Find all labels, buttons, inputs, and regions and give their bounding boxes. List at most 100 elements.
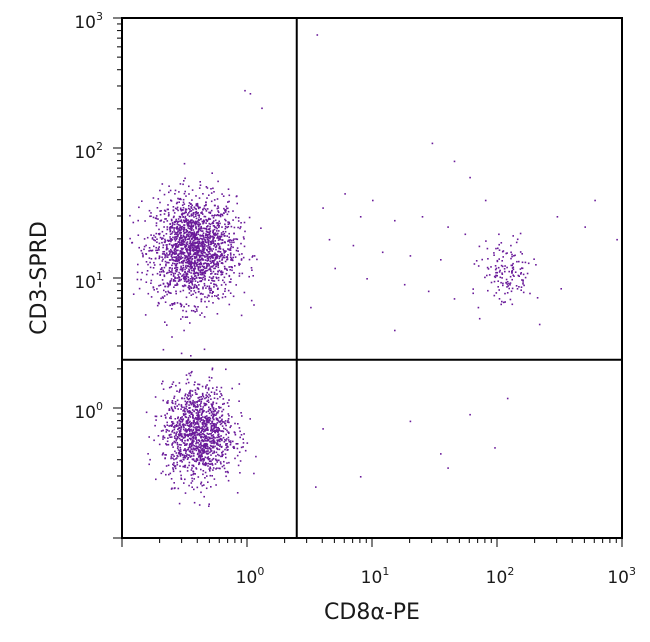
data-point	[172, 442, 174, 444]
data-point	[224, 422, 226, 425]
data-point	[192, 214, 194, 217]
data-point	[154, 236, 157, 238]
data-point	[215, 245, 218, 248]
data-point	[206, 257, 209, 260]
data-point	[148, 247, 151, 249]
data-point	[203, 284, 206, 287]
data-point	[156, 207, 159, 209]
data-point	[201, 422, 204, 425]
data-point	[227, 289, 230, 292]
data-point	[194, 311, 196, 313]
data-point	[141, 200, 143, 202]
data-point	[193, 221, 196, 224]
data-point	[226, 449, 228, 451]
data-point	[172, 272, 175, 275]
data-point	[206, 395, 209, 397]
data-point	[520, 272, 522, 274]
data-point	[202, 276, 205, 279]
data-point	[195, 203, 198, 206]
data-point	[192, 432, 195, 434]
data-point	[202, 458, 204, 460]
data-point	[190, 444, 193, 447]
data-point	[239, 430, 241, 433]
data-point	[205, 420, 208, 422]
data-point	[239, 227, 241, 230]
data-point	[178, 443, 181, 446]
data-point	[203, 484, 205, 486]
data-point	[197, 223, 199, 226]
data-point	[181, 461, 183, 463]
data-point	[190, 233, 193, 236]
data-point	[190, 290, 192, 292]
data-point	[182, 198, 185, 201]
data-point	[229, 256, 232, 258]
data-point	[199, 258, 202, 261]
data-point	[200, 435, 202, 438]
data-point	[235, 284, 237, 286]
data-point	[222, 430, 225, 433]
data-point	[137, 219, 139, 222]
data-point	[189, 402, 192, 404]
data-point	[179, 448, 182, 451]
data-point	[188, 450, 191, 452]
data-point	[202, 240, 205, 243]
data-point	[207, 240, 209, 243]
data-point	[173, 231, 176, 233]
data-point	[223, 281, 226, 284]
data-point	[193, 233, 196, 236]
data-point	[179, 470, 182, 473]
data-point	[186, 453, 188, 456]
data-point	[208, 379, 211, 382]
data-point	[195, 227, 197, 230]
data-point	[220, 415, 223, 417]
data-point	[344, 193, 346, 195]
data-point	[187, 381, 190, 384]
data-point	[200, 451, 202, 454]
data-point	[181, 241, 184, 243]
data-point	[201, 392, 204, 395]
data-point	[199, 277, 202, 279]
data-point	[516, 238, 519, 241]
data-point	[167, 254, 170, 256]
data-point	[184, 400, 187, 403]
data-point	[179, 207, 182, 210]
data-point	[190, 355, 192, 357]
data-point	[216, 422, 219, 424]
data-point	[217, 439, 220, 442]
data-point	[207, 465, 209, 467]
data-point	[228, 414, 230, 417]
data-point	[205, 387, 207, 389]
data-point	[181, 249, 183, 251]
data-point	[197, 274, 199, 277]
data-point	[506, 266, 508, 269]
data-point	[190, 256, 192, 258]
data-point	[206, 285, 209, 288]
data-point	[242, 236, 245, 238]
data-point	[186, 256, 189, 258]
data-point	[204, 438, 206, 440]
data-point	[184, 271, 186, 273]
data-point	[190, 474, 193, 476]
data-point	[182, 234, 185, 237]
data-point	[187, 280, 189, 282]
data-point	[229, 248, 231, 250]
data-point	[171, 254, 173, 256]
data-point	[174, 407, 177, 410]
data-point	[212, 229, 214, 232]
data-point	[208, 279, 210, 281]
data-point	[165, 248, 168, 251]
data-point	[224, 227, 227, 230]
data-point	[178, 451, 181, 454]
data-point	[214, 263, 216, 266]
data-point	[207, 243, 210, 246]
data-point	[243, 433, 245, 435]
data-point	[198, 396, 201, 399]
data-point	[209, 236, 212, 238]
data-point	[190, 235, 192, 237]
data-point	[198, 290, 200, 293]
data-point	[169, 223, 172, 225]
data-point	[192, 287, 195, 289]
data-point	[173, 259, 175, 262]
data-point	[185, 248, 188, 250]
data-point	[165, 233, 168, 235]
